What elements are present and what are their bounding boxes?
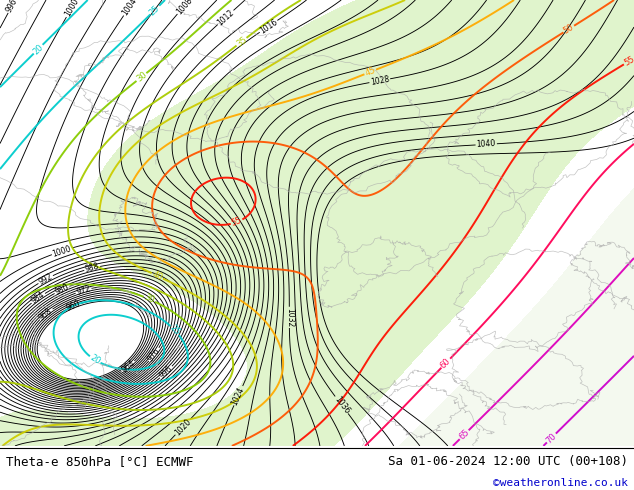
Text: 1028: 1028	[370, 74, 390, 87]
Text: 35: 35	[235, 35, 249, 49]
Text: 40: 40	[151, 270, 164, 282]
Text: 50: 50	[562, 23, 576, 36]
Text: 30: 30	[134, 70, 148, 84]
Text: 968: 968	[37, 306, 55, 322]
Text: 30: 30	[143, 293, 156, 305]
Text: 996: 996	[4, 0, 20, 14]
Text: Sa 01-06-2024 12:00 UTC (00+108): Sa 01-06-2024 12:00 UTC (00+108)	[387, 455, 628, 468]
Text: 20: 20	[88, 353, 102, 367]
Text: 70: 70	[545, 431, 559, 445]
Text: 988: 988	[84, 262, 100, 274]
Text: 65: 65	[457, 428, 471, 441]
Text: 25: 25	[148, 3, 162, 17]
Text: 960: 960	[65, 299, 82, 313]
Text: 1008: 1008	[174, 0, 194, 16]
Text: 20: 20	[31, 42, 45, 56]
Text: 1000: 1000	[63, 0, 81, 19]
Text: 60: 60	[439, 356, 453, 370]
Text: 1016: 1016	[258, 17, 279, 35]
Text: 1000: 1000	[51, 244, 72, 258]
Text: 972: 972	[75, 284, 92, 297]
Text: 980: 980	[53, 283, 70, 297]
Text: 1004: 1004	[120, 0, 139, 17]
Text: 992: 992	[37, 272, 54, 287]
Text: 996: 996	[158, 364, 174, 380]
Text: 976: 976	[146, 346, 162, 363]
Text: 984: 984	[30, 290, 47, 306]
Text: 964: 964	[120, 359, 137, 375]
Text: Theta-e 850hPa [°C] ECMWF: Theta-e 850hPa [°C] ECMWF	[6, 455, 194, 468]
Text: ©weatheronline.co.uk: ©weatheronline.co.uk	[493, 478, 628, 489]
Text: 45: 45	[364, 66, 377, 78]
Text: 55: 55	[623, 54, 634, 68]
Text: 25: 25	[168, 323, 182, 337]
Text: 1024: 1024	[230, 385, 247, 406]
Text: 1020: 1020	[173, 417, 193, 437]
Text: 1012: 1012	[216, 8, 236, 27]
Text: 55: 55	[230, 216, 243, 228]
Text: 1032: 1032	[285, 308, 294, 327]
Text: 1036: 1036	[332, 394, 351, 416]
Text: 1040: 1040	[476, 139, 496, 149]
